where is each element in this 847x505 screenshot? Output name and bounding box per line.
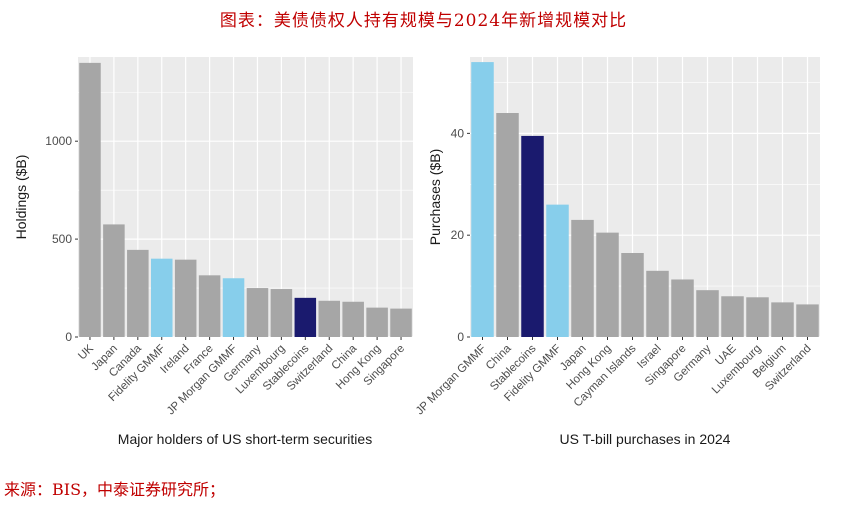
right-y-ticks: 0 20 40 [451,126,470,344]
bar-fidelity-gmmf [150,258,173,337]
right-chart: 0 20 40 JP Morgan GMMFChinaStablecoinsFide… [414,57,820,447]
y-tick-label: 20 [451,228,465,242]
x-tick-label: JP Morgan GMMF [414,343,489,418]
right-y-axis-title: Purchases ($B) [427,149,443,245]
bar-japan [571,219,594,337]
right-x-axis-title: US T-bill purchases in 2024 [560,431,731,447]
bar-switzerland [318,300,341,337]
bar-stablecoins [294,297,317,337]
bar-china [342,301,364,337]
left-x-axis-title: Major holders of US short-term securitie… [118,431,372,447]
bar-uae [721,296,744,337]
bar-hong-kong [596,232,619,337]
bar-belgium [771,302,794,337]
left-y-axis-title: Holdings ($B) [13,155,29,240]
y-tick-label: 1000 [45,134,72,148]
bar-luxembourg [270,289,293,337]
left-bars [79,62,412,338]
bar-germany [696,290,719,337]
y-tick-label: 500 [52,232,72,246]
bar-israel [646,270,669,337]
bar-china [496,113,519,337]
bar-france [198,275,221,337]
figure-source: 来源：BIS，中泰证券研究所； [4,480,226,499]
bar-fidelity-gmmf [546,204,569,337]
figure-title: 图表：美债债权人持有规模与2024年新增规模对比 [219,11,628,31]
bar-japan [103,224,125,337]
bar-switzerland [796,304,819,337]
left-y-ticks: 0 500 1000 [45,134,78,344]
y-tick-label: 0 [457,330,464,344]
bar-germany [246,288,269,337]
bar-canada [127,249,149,337]
bar-singapore [390,308,412,337]
x-tick-label: UK [76,342,96,362]
bar-cayman-islands [621,253,644,337]
bar-stablecoins [521,135,544,337]
bar-luxembourg [746,297,769,337]
bar-jp-morgan-gmmf [471,62,494,337]
bar-ireland [174,259,197,337]
bar-jp-morgan-gmmf [222,278,245,337]
right-bars [471,62,819,337]
bar-uk [79,62,101,338]
y-tick-label: 40 [451,126,465,140]
y-tick-label: 0 [65,330,72,344]
bar-hong-kong [366,307,388,337]
bar-singapore [671,279,694,337]
